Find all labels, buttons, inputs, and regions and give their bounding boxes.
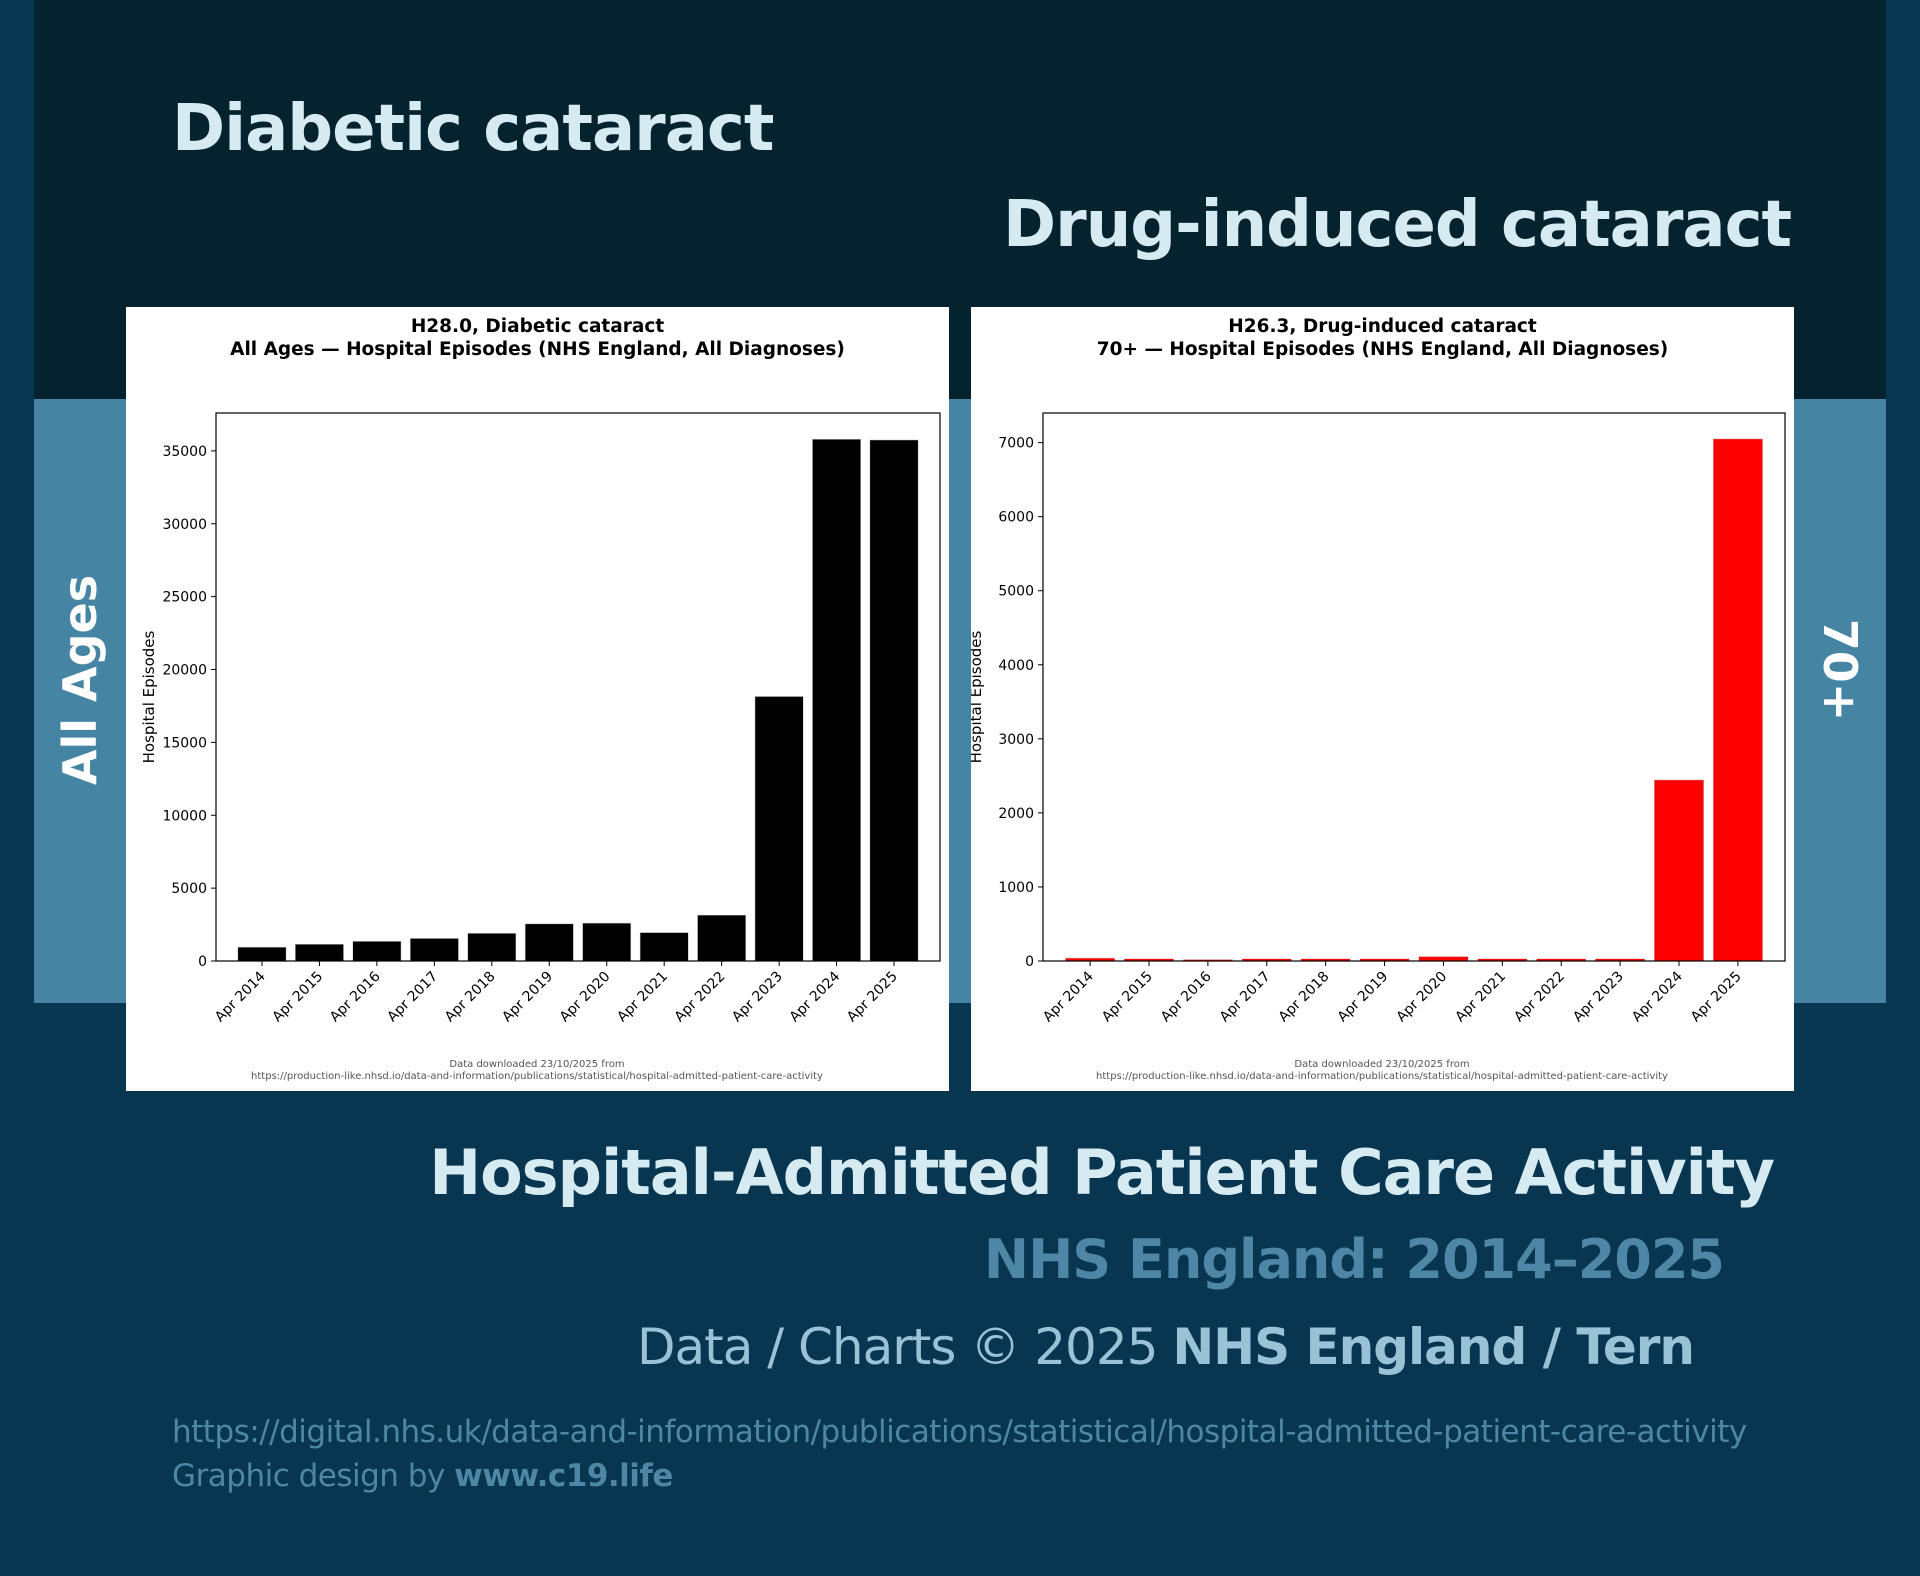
source-note-line2: https://production-like.nhsd.io/data-and… (1096, 1071, 1668, 1082)
x-tick-label: Apr 2015 (1099, 969, 1156, 1026)
bar (639, 932, 689, 962)
source-note-line1: Data downloaded 23/10/2025 from (449, 1059, 624, 1070)
y-tick-label: 0 (1025, 954, 1034, 970)
source-url[interactable]: https://digital.nhs.uk/data-and-informat… (172, 1414, 1747, 1450)
y-tick-label: 7000 (998, 436, 1034, 452)
plot-frame (1042, 412, 1786, 962)
plot-frame (215, 412, 941, 962)
bar (1418, 956, 1469, 962)
y-tick-label: 10000 (162, 808, 207, 824)
y-tick-label: 35000 (162, 444, 207, 460)
bar (409, 938, 459, 962)
footer-credit: Data / Charts © 2025 NHS England / Tern (636, 1318, 1695, 1376)
design-prefix: Graphic design by (172, 1458, 455, 1494)
y-tick-label: 6000 (998, 510, 1034, 526)
x-tick-label: Apr 2021 (614, 969, 671, 1026)
x-tick-label: Apr 2015 (269, 969, 326, 1026)
bar (237, 946, 287, 962)
y-tick-label: 15000 (162, 735, 207, 751)
x-tick-label: Apr 2022 (672, 969, 729, 1026)
x-tick-label: Apr 2020 (557, 969, 614, 1026)
right-age-text: 70+ (1813, 618, 1867, 722)
y-tick-label: 20000 (162, 663, 207, 679)
y-axis-label: Hospital Episodes (971, 630, 985, 763)
bar (812, 438, 861, 962)
footer-subtitle: NHS England: 2014–2025 (983, 1228, 1725, 1291)
x-tick-label: Apr 2025 (844, 969, 901, 1026)
design-credit: Graphic design by www.c19.life (172, 1458, 673, 1494)
bar (697, 914, 747, 962)
x-tick-label: Apr 2024 (787, 968, 844, 1025)
x-tick-label: Apr 2019 (1335, 969, 1392, 1026)
x-tick-label: Apr 2020 (1393, 969, 1450, 1026)
x-tick-label: Apr 2025 (1688, 969, 1745, 1026)
y-tick-label: 3000 (998, 732, 1034, 748)
bar (869, 439, 919, 962)
y-tick-label: 1000 (998, 880, 1034, 896)
source-note-line1: Data downloaded 23/10/2025 from (1294, 1059, 1469, 1070)
y-tick-label: 5000 (171, 881, 207, 897)
bar (524, 923, 574, 962)
left-age-label: All Ages (50, 560, 110, 800)
x-tick-label: Apr 2024 (1629, 968, 1686, 1025)
y-tick-label: 4000 (998, 658, 1034, 674)
credit-owner: NHS England / Tern (1172, 1318, 1695, 1376)
credit-prefix: Data / Charts © 2025 (636, 1318, 1173, 1376)
y-tick-label: 2000 (998, 806, 1034, 822)
bar (295, 943, 344, 962)
chart-title: H26.3, Drug-induced cataract (1228, 316, 1537, 337)
chart-title: H28.0, Diabetic cataract (410, 316, 665, 337)
x-tick-label: Apr 2023 (1570, 969, 1627, 1026)
x-tick-label: Apr 2023 (729, 969, 786, 1026)
right-condition-title: Drug-induced cataract (1003, 188, 1792, 262)
x-tick-label: Apr 2017 (1217, 969, 1274, 1026)
y-tick-label: 5000 (998, 584, 1034, 600)
x-tick-label: Apr 2018 (442, 969, 499, 1026)
source-note-line2: https://production-like.nhsd.io/data-and… (251, 1071, 823, 1082)
x-tick-label: Apr 2017 (384, 969, 441, 1026)
y-tick-label: 0 (198, 954, 207, 970)
x-tick-label: Apr 2014 (1040, 968, 1097, 1025)
y-tick-label: 25000 (162, 590, 207, 606)
left-age-text: All Ages (53, 574, 107, 786)
diabetic-cataract-chart: H28.0, Diabetic cataract All Ages — Hosp… (126, 307, 949, 1091)
x-tick-label: Apr 2016 (1158, 968, 1215, 1025)
x-tick-label: Apr 2016 (327, 968, 384, 1025)
bar (582, 922, 632, 962)
drug-induced-cataract-chart: H26.3, Drug-induced cataract 70+ — Hospi… (971, 307, 1794, 1091)
x-tick-label: Apr 2022 (1511, 969, 1568, 1026)
right-age-label: 70+ (1810, 580, 1870, 760)
bar (352, 941, 402, 962)
left-condition-title: Diabetic cataract (172, 92, 774, 166)
bar (1712, 438, 1763, 962)
bar (1654, 779, 1704, 962)
footer-title: Hospital-Admitted Patient Care Activity (429, 1136, 1775, 1209)
bar-chart-svg: 0 5000 10000 15000 20000 25000 30000 35000 Apr 2… (140, 412, 941, 1082)
chart-subtitle: All Ages — Hospital Episodes (NHS Englan… (230, 339, 845, 360)
x-tick-label: Apr 2019 (499, 969, 556, 1026)
y-axis-label: Hospital Episodes (140, 630, 158, 763)
x-tick-label: Apr 2014 (212, 968, 269, 1025)
bar (467, 933, 517, 962)
y-tick-label: 30000 (162, 517, 207, 533)
design-link[interactable]: www.c19.life (454, 1458, 673, 1494)
x-tick-label: Apr 2018 (1276, 969, 1333, 1026)
bar (754, 696, 804, 962)
chart-subtitle: 70+ — Hospital Episodes (NHS England, Al… (1096, 339, 1669, 360)
x-tick-label: Apr 2021 (1452, 969, 1509, 1026)
